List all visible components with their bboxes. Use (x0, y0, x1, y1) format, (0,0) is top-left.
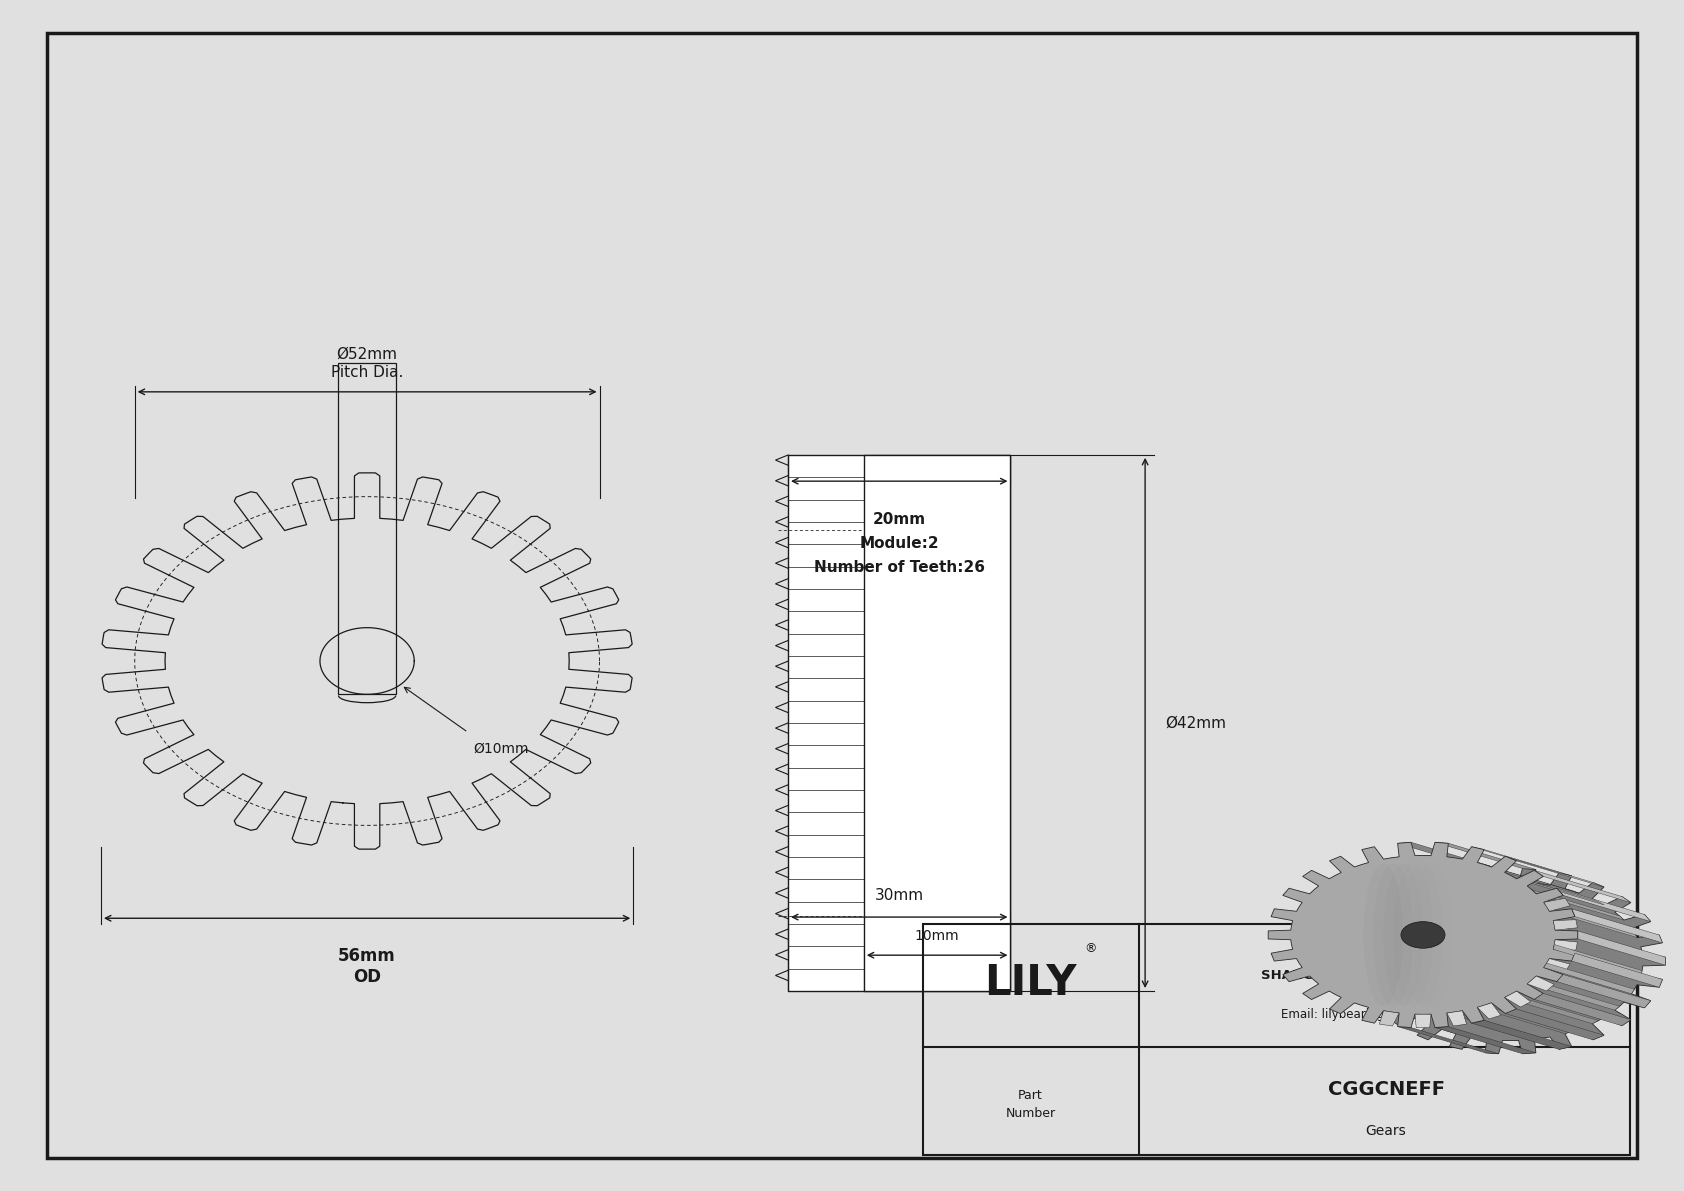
Text: Number of Teeth:26: Number of Teeth:26 (813, 560, 985, 575)
Ellipse shape (1290, 855, 1556, 1015)
Polygon shape (1396, 855, 1644, 1041)
Text: Ø52mm: Ø52mm (337, 347, 397, 362)
Polygon shape (1571, 953, 1662, 987)
Polygon shape (1398, 842, 1499, 869)
Ellipse shape (1401, 922, 1445, 948)
Text: LILY: LILY (983, 962, 1076, 1004)
Polygon shape (1544, 898, 1569, 911)
Polygon shape (1532, 890, 1623, 919)
Polygon shape (1544, 964, 1635, 993)
Text: Email: lilybearing@lily-bearing.com: Email: lilybearing@lily-bearing.com (1282, 1008, 1492, 1021)
Text: CGGCNEFF: CGGCNEFF (1327, 1080, 1445, 1099)
Ellipse shape (1406, 928, 1426, 936)
Text: Gears: Gears (1366, 1124, 1406, 1139)
Text: 56mm: 56mm (338, 947, 396, 965)
Polygon shape (1472, 1021, 1571, 1049)
Polygon shape (1553, 940, 1578, 950)
Polygon shape (1544, 959, 1569, 972)
Text: ®: ® (1084, 942, 1096, 955)
Polygon shape (1534, 993, 1630, 1025)
Bar (338, 363, 396, 694)
Bar (788, 455, 1010, 991)
Polygon shape (1527, 977, 1554, 991)
Polygon shape (1447, 1011, 1467, 1025)
Text: Module:2: Module:2 (859, 536, 940, 551)
Polygon shape (1455, 858, 1549, 885)
Polygon shape (1435, 1027, 1536, 1054)
Text: OD: OD (354, 968, 381, 986)
Polygon shape (1554, 925, 1644, 956)
Polygon shape (1398, 1027, 1499, 1054)
Polygon shape (1553, 944, 1642, 975)
Text: 30mm: 30mm (874, 887, 925, 903)
Polygon shape (1477, 1003, 1500, 1019)
Polygon shape (1415, 1015, 1431, 1028)
Polygon shape (1534, 871, 1630, 903)
Polygon shape (1505, 1009, 1605, 1040)
Text: 20mm: 20mm (872, 512, 926, 528)
Ellipse shape (1401, 922, 1445, 948)
Bar (923, 924, 1630, 1155)
Polygon shape (1477, 1005, 1573, 1034)
Polygon shape (1435, 842, 1536, 869)
Polygon shape (1548, 906, 1637, 937)
Text: Ø42mm: Ø42mm (1165, 716, 1226, 730)
Polygon shape (1505, 991, 1531, 1008)
Polygon shape (1558, 888, 1650, 922)
Text: SHANGHAI LILY BEARING LIMITED: SHANGHAI LILY BEARING LIMITED (1261, 968, 1511, 981)
Polygon shape (1472, 847, 1571, 875)
Polygon shape (1571, 909, 1662, 943)
Text: Pitch Dia.: Pitch Dia. (332, 364, 402, 380)
Polygon shape (1447, 1012, 1543, 1040)
Text: 10mm: 10mm (914, 929, 960, 943)
Polygon shape (1423, 855, 1519, 881)
Polygon shape (1527, 980, 1620, 1010)
Bar (864, 455, 1010, 991)
Polygon shape (1485, 865, 1580, 893)
Text: Ø10mm: Ø10mm (473, 742, 529, 756)
Polygon shape (1553, 919, 1578, 930)
Polygon shape (1268, 842, 1578, 1028)
Polygon shape (1356, 868, 1665, 1054)
Polygon shape (1379, 1011, 1399, 1025)
Polygon shape (1558, 974, 1650, 1008)
Polygon shape (1505, 994, 1598, 1023)
Polygon shape (1578, 931, 1665, 965)
Text: Part
Number: Part Number (1005, 1089, 1056, 1120)
Polygon shape (1511, 875, 1605, 905)
Polygon shape (1505, 856, 1605, 887)
